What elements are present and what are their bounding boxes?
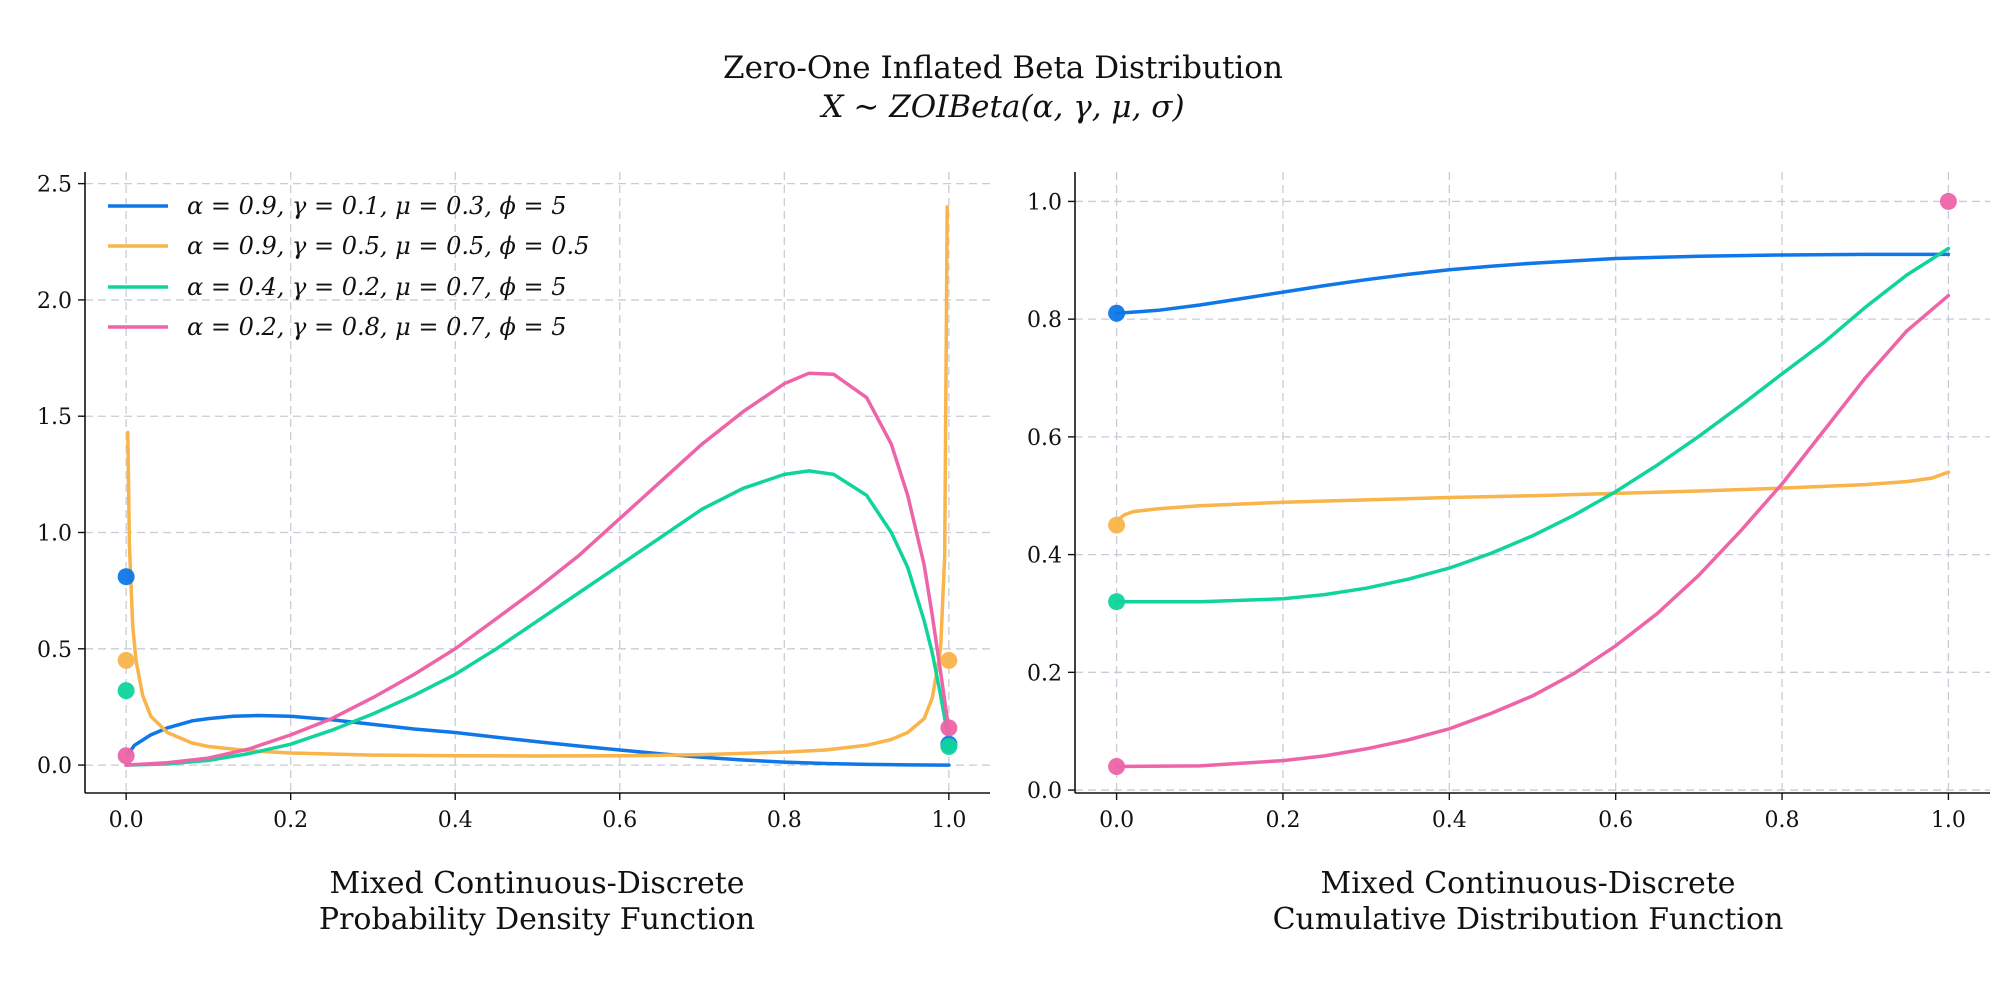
pdf-ytick-label-3: 1.5: [37, 405, 72, 430]
cdf-xtick-label-0: 0.0: [1099, 808, 1134, 833]
pdf-ytick-label-5: 2.5: [37, 173, 72, 198]
cdf-xtick-label-1: 0.2: [1265, 808, 1300, 833]
pdf-panel: 0.0 0.2 0.4 0.6 0.8 1.0 0.0 0.5 1.0 1.5 2.0 2.5: [37, 172, 990, 833]
pdf-xlabel-line1: Mixed Continuous-Discrete: [329, 866, 744, 901]
cdf-point-mass-0-0: [1108, 304, 1126, 322]
pdf-point-mass-3-0: [117, 747, 135, 765]
figure-title-line2: X ∼ ZOIBeta(α, γ, μ, σ): [819, 89, 1184, 125]
cdf-ytick-label-1: 0.2: [1027, 661, 1062, 686]
pdf-xtick-label-0: 0.0: [109, 808, 144, 833]
pdf-ytick-label-4: 2.0: [37, 289, 72, 314]
cdf-series-line-2: [1114, 246, 1951, 604]
cdf-xlabel-line1: Mixed Continuous-Discrete: [1320, 866, 1735, 901]
cdf-ytick-label-2: 0.4: [1027, 544, 1062, 569]
legend-label-0: α = 0.9, γ = 0.1, μ = 0.3, ϕ = 5: [187, 192, 567, 220]
cdf-point-mass-3-0: [1108, 758, 1126, 776]
legend: α = 0.9, γ = 0.1, μ = 0.3, ϕ = 5 α = 0.9…: [108, 192, 589, 341]
cdf-point-mass-2-0: [1108, 593, 1126, 611]
pdf-point-mass-2-0: [117, 682, 135, 700]
cdf-ytick-label-4: 0.8: [1027, 308, 1062, 333]
cdf-ytick-label-5: 1.0: [1027, 190, 1062, 215]
cdf-xtick-label-2: 0.4: [1432, 808, 1467, 833]
cdf-point-mass-3-1: [1939, 192, 1957, 210]
pdf-xtick-label-3: 0.6: [602, 808, 637, 833]
pdf-xtick-label-1: 0.2: [273, 808, 308, 833]
pdf-xtick-label-2: 0.4: [438, 808, 473, 833]
cdf-xtick-label-4: 0.8: [1765, 808, 1800, 833]
pdf-series-line-3: [124, 371, 951, 767]
cdf-series-line-1: [1114, 470, 1951, 527]
pdf-xtick-label-5: 1.0: [931, 808, 966, 833]
pdf-series-line-1: [126, 205, 949, 758]
cdf-series-line-3: [1114, 293, 1951, 769]
pdf-point-mass-0-0: [117, 568, 135, 586]
cdf-point-mass-1-0: [1108, 516, 1126, 534]
legend-label-1: α = 0.9, γ = 0.5, μ = 0.5, ϕ = 0.5: [187, 232, 589, 260]
pdf-series-line-0: [126, 713, 951, 767]
legend-label-2: α = 0.4, γ = 0.2, μ = 0.7, ϕ = 5: [187, 273, 567, 301]
pdf-ytick-label-1: 0.5: [37, 638, 72, 663]
pdf-ytick-label-2: 1.0: [37, 522, 72, 547]
cdf-xtick-label-3: 0.6: [1598, 808, 1633, 833]
cdf-panel: 0.0 0.2 0.4 0.6 0.8 1.0 0.0 0.2 0.4 0.6 0.8 1.0: [1027, 172, 1990, 833]
cdf-xtick-label-5: 1.0: [1931, 808, 1966, 833]
cdf-series-line-0: [1114, 252, 1951, 316]
pdf-point-mass-1-0: [117, 651, 135, 669]
pdf-xlabel-line2: Probability Density Function: [319, 902, 755, 937]
pdf-point-mass-2-1: [940, 737, 958, 755]
pdf-ytick-label-0: 0.0: [37, 754, 72, 779]
cdf-xlabel-line2: Cumulative Distribution Function: [1273, 902, 1784, 937]
pdf-series-line-2: [124, 469, 951, 767]
figure-title-line1: Zero-One Inflated Beta Distribution: [723, 50, 1283, 86]
legend-label-3: α = 0.2, γ = 0.8, μ = 0.7, ϕ = 5: [187, 313, 567, 341]
pdf-xtick-label-4: 0.8: [767, 808, 802, 833]
pdf-point-mass-1-1: [940, 651, 958, 669]
cdf-ytick-label-3: 0.6: [1027, 426, 1062, 451]
cdf-ytick-label-0: 0.0: [1027, 779, 1062, 804]
pdf-point-mass-3-1: [940, 719, 958, 737]
